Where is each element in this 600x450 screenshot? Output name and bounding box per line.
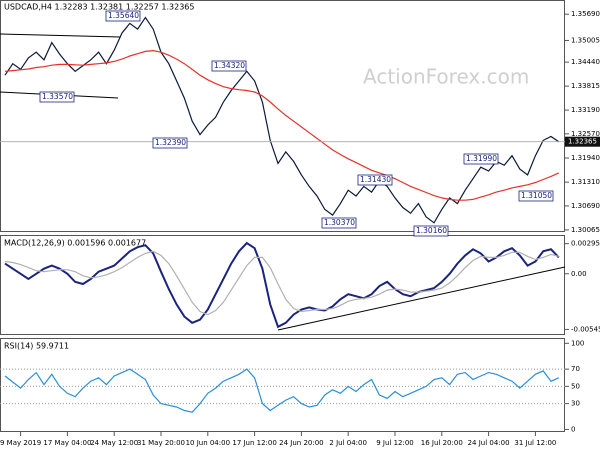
y-tick-label: 50 <box>571 382 580 390</box>
macd-panel <box>0 235 565 335</box>
y-tick-label: 1.30690 <box>571 202 600 210</box>
x-tick-label: 9 Jul 12:00 <box>376 439 414 447</box>
price-title: USDCAD,H4 1.32283 1.32381 1.32257 1.3236… <box>4 3 194 12</box>
x-tick-label: 9 May 2019 <box>0 439 41 447</box>
trend-line <box>277 266 566 331</box>
y-tick-label: 1.35690 <box>571 10 600 18</box>
y-tick-label: 1.31940 <box>571 154 600 162</box>
x-tick-label: 31 May 20:00 <box>137 439 185 447</box>
level-box <box>211 60 247 72</box>
x-tick-label: 17 Jun 12:00 <box>232 439 276 447</box>
level-label: 1.31050 <box>521 191 552 200</box>
series-line <box>4 250 559 316</box>
series-line <box>4 49 560 201</box>
level-box <box>413 225 449 237</box>
series-line <box>4 368 560 413</box>
level-box <box>321 217 357 229</box>
x-tick-label: 10 Jun 04:00 <box>186 439 230 447</box>
y-tick-label: 1.35005 <box>571 36 600 44</box>
level-label: 1.30160 <box>416 226 447 235</box>
level-box <box>463 153 499 165</box>
y-tick-label: 100 <box>571 339 584 347</box>
series-line <box>4 241 560 329</box>
level-label: 1.32390 <box>155 138 186 147</box>
y-tick-label: 1.30065 <box>571 226 600 234</box>
level-box <box>152 137 188 149</box>
x-tick-label: 31 Jul 12:00 <box>514 439 556 447</box>
level-box <box>357 174 393 186</box>
level-box <box>518 190 554 202</box>
level-label: 1.34320 <box>214 61 245 70</box>
level-label: 1.31430 <box>360 175 391 184</box>
x-tick-label: 24 May 12:00 <box>90 439 138 447</box>
y-tick-label: 70 <box>571 365 580 373</box>
x-tick-label: 2 Jul 04:00 <box>329 439 367 447</box>
level-label: 1.31990 <box>466 154 497 163</box>
x-tick-label: 17 May 04:00 <box>43 439 91 447</box>
y-tick-label: -0.005455 <box>571 325 600 333</box>
y-tick-label: 1.33190 <box>571 106 600 114</box>
y-tick-label: 30 <box>571 400 580 408</box>
y-tick-label: 0.00295 <box>571 240 600 248</box>
level-box <box>105 10 141 22</box>
rsi-title: RSI(14) 59.9711 <box>4 342 69 351</box>
y-tick-label: 1.33815 <box>571 82 600 90</box>
price-label: 1.32365 <box>568 138 597 146</box>
level-label: 1.30370 <box>324 218 355 227</box>
macd-title: MACD(12,26,9) 0.001596 0.001677 <box>4 239 146 248</box>
y-tick-label: 0.00 <box>571 270 587 278</box>
y-tick-label: 1.31310 <box>571 178 600 186</box>
x-tick-label: 24 Jun 20:00 <box>279 439 323 447</box>
price-box <box>565 136 600 147</box>
level-label: 1.35640 <box>108 11 139 20</box>
level-label: 1.33570 <box>42 92 73 101</box>
y-tick-label: 1.34440 <box>571 58 600 66</box>
level-box <box>39 91 75 103</box>
y-tick-label: 0 <box>571 425 575 433</box>
watermark: ActionForex.com <box>363 65 529 89</box>
y-tick-label: 1.32570 <box>571 130 600 138</box>
x-tick-label: 16 Jul 20:00 <box>421 439 463 447</box>
x-tick-label: 24 Jul 04:00 <box>468 439 510 447</box>
price-panel <box>0 0 565 232</box>
rsi-panel <box>0 338 565 432</box>
channel-line <box>0 33 121 38</box>
series-line <box>4 16 560 224</box>
